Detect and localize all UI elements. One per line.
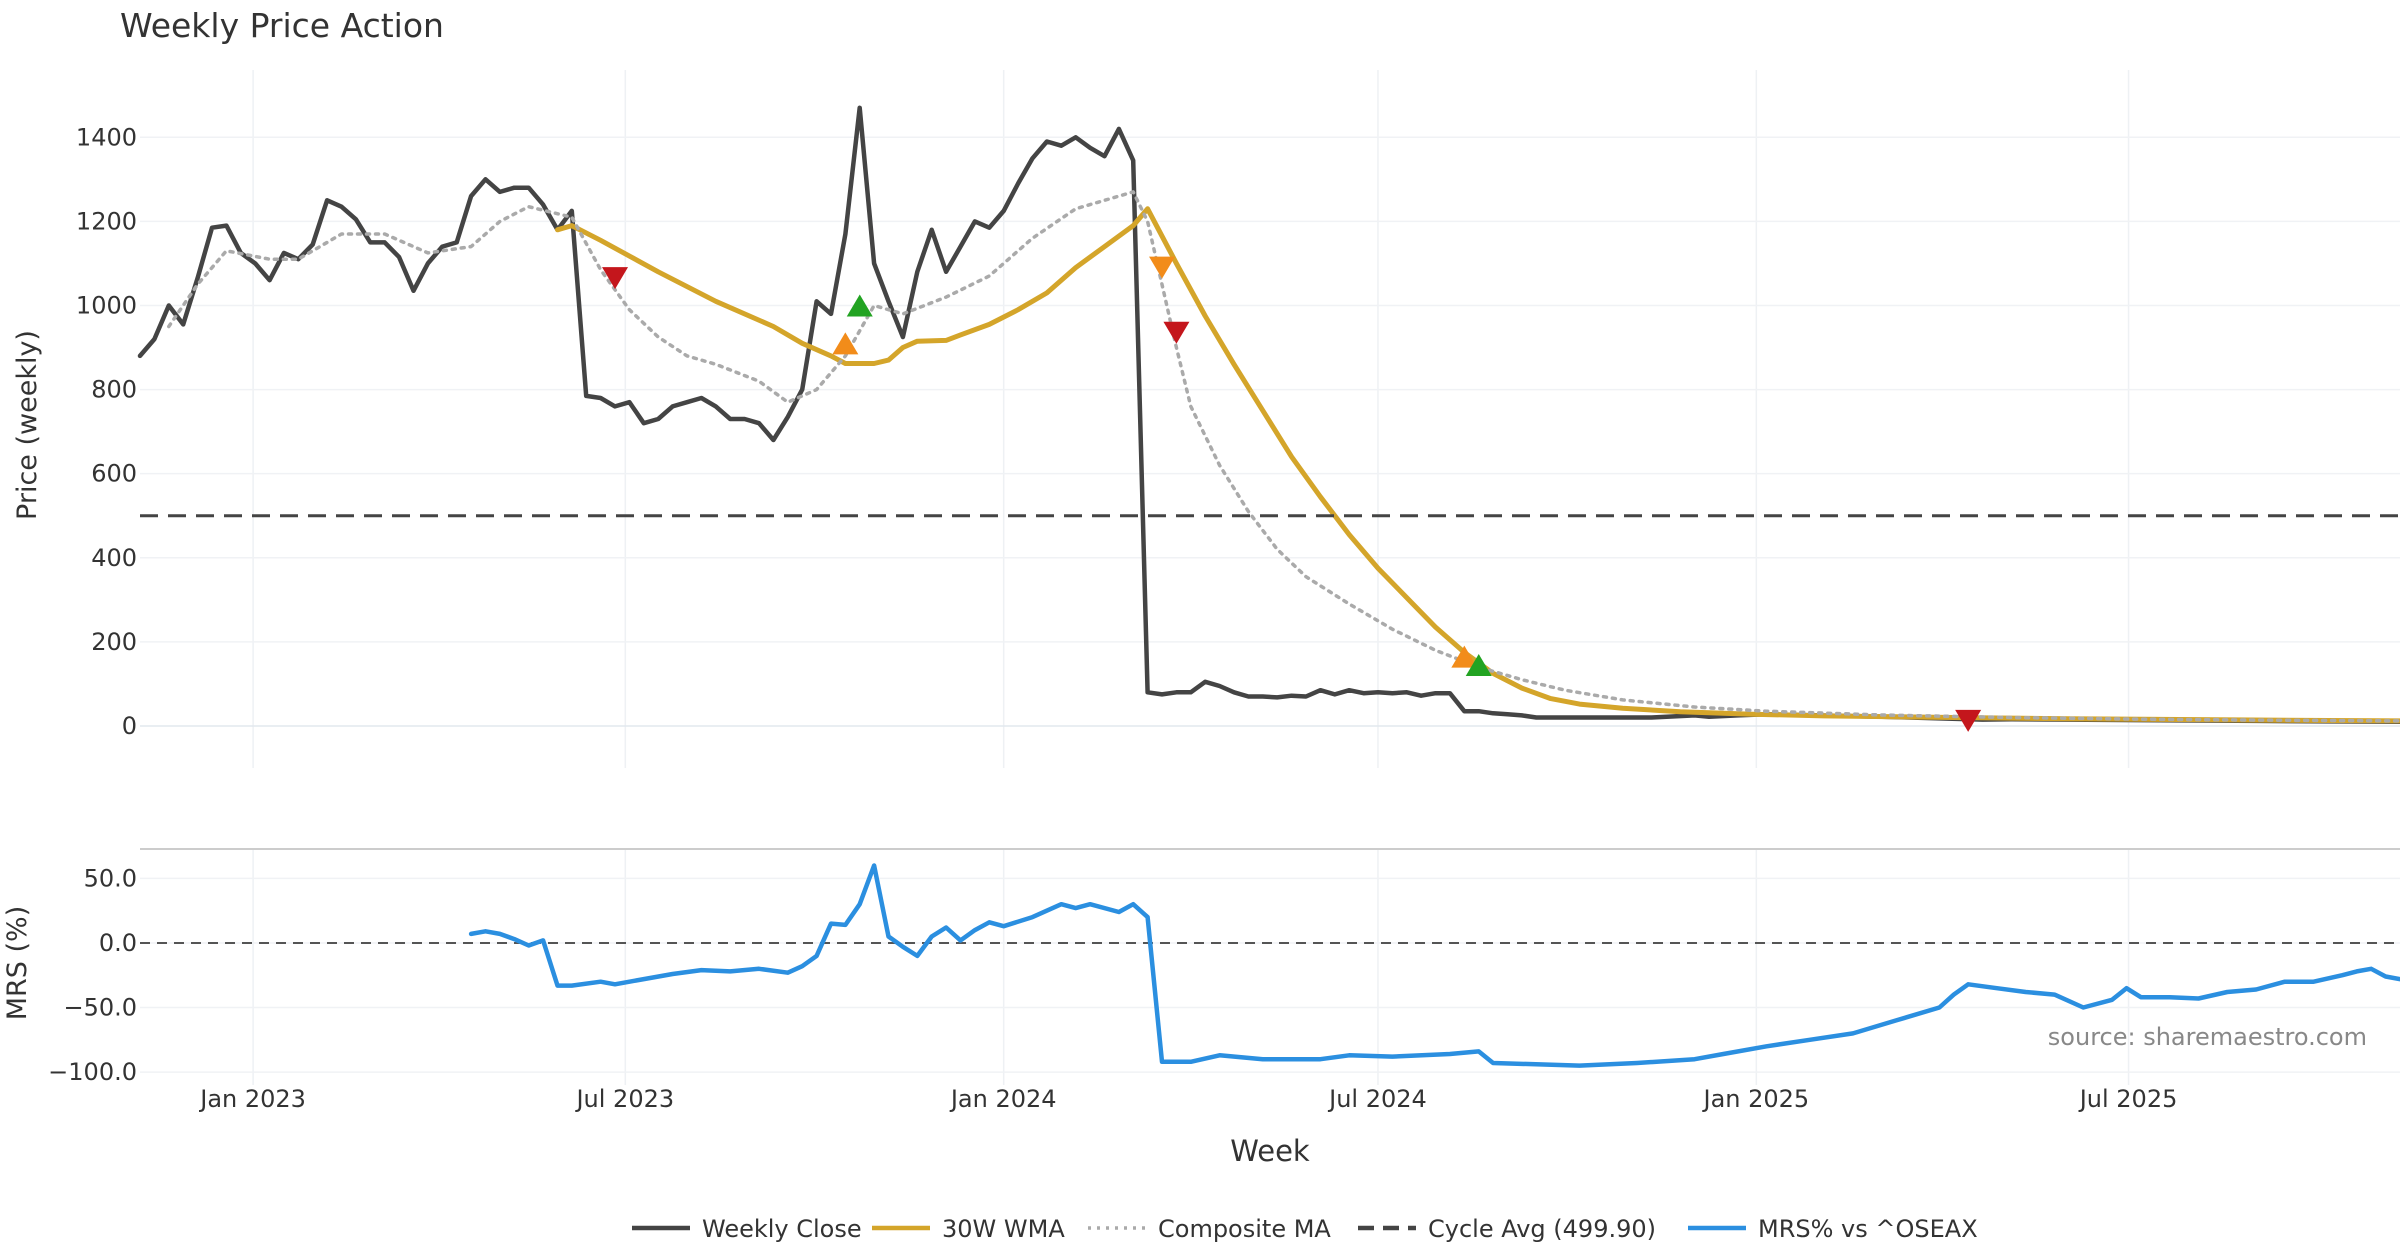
price-y-axis-label: Price (weekly) bbox=[12, 330, 43, 520]
x-axis-ticks: Jan 2023 Jul 2023 Jan 2024 Jul 2024 Jan 2025… bbox=[198, 1085, 2177, 1113]
legend-label: Cycle Avg (499.90) bbox=[1428, 1215, 1656, 1243]
mrs-y-ticks: −100.0 −50.0 0.0 50.0 bbox=[48, 864, 137, 1086]
price-y-tick-label: 800 bbox=[91, 376, 137, 404]
legend-item: Weekly Close bbox=[632, 1215, 862, 1243]
series-mrs-line bbox=[468, 863, 2400, 1068]
legend: Weekly Close 30W WMA Composite MA Cycle Avg… bbox=[632, 1215, 1978, 1243]
legend-item: Cycle Avg (499.90) bbox=[1358, 1215, 1656, 1243]
price-y-tick-label: 1400 bbox=[76, 123, 137, 151]
mrs-y-tick-label: −100.0 bbox=[48, 1058, 137, 1086]
legend-label: Weekly Close bbox=[702, 1215, 862, 1243]
signal-marker-up bbox=[1465, 653, 1492, 676]
mrs-y-tick-label: 50.0 bbox=[84, 864, 137, 892]
signal-marker-up bbox=[846, 294, 873, 317]
price-y-tick-label: 1200 bbox=[76, 207, 137, 235]
legend-item: Composite MA bbox=[1088, 1215, 1331, 1243]
price-y-tick-label: 1000 bbox=[76, 291, 137, 319]
x-tick-label: Jul 2025 bbox=[2078, 1085, 2178, 1113]
mrs-y-axis-label: MRS (%) bbox=[2, 906, 33, 1021]
legend-label: Composite MA bbox=[1158, 1215, 1331, 1243]
signal-marker-down bbox=[1955, 709, 1982, 732]
price-y-tick-label: 400 bbox=[91, 544, 137, 572]
legend-label: 30W WMA bbox=[942, 1215, 1065, 1243]
source-annotation: source: sharemaestro.com bbox=[2048, 1023, 2367, 1051]
signal-marker-up bbox=[832, 332, 859, 355]
signal-marker-down bbox=[1149, 256, 1176, 279]
chart-title: Weekly Price Action bbox=[120, 6, 444, 45]
legend-label: MRS% vs ^OSEAX bbox=[1758, 1215, 1978, 1243]
x-tick-label: Jan 2023 bbox=[198, 1085, 306, 1113]
series-weekly-close bbox=[137, 105, 2400, 724]
signal-marker-down bbox=[1163, 321, 1190, 344]
price-y-tick-label: 600 bbox=[91, 460, 137, 488]
legend-item: MRS% vs ^OSEAX bbox=[1688, 1215, 1978, 1243]
legend-item: 30W WMA bbox=[872, 1215, 1065, 1243]
signal-markers bbox=[602, 256, 1982, 732]
signal-marker-down bbox=[602, 267, 629, 290]
price-gridlines bbox=[140, 70, 2400, 768]
x-tick-label: Jan 2025 bbox=[1701, 1085, 1809, 1113]
mrs-series bbox=[140, 863, 2400, 1068]
price-series bbox=[137, 105, 2400, 724]
x-tick-label: Jan 2024 bbox=[949, 1085, 1057, 1113]
x-tick-label: Jul 2024 bbox=[1327, 1085, 1427, 1113]
mrs-y-tick-label: −50.0 bbox=[63, 994, 137, 1022]
series-composite-ma bbox=[167, 190, 2400, 723]
mrs-y-tick-label: 0.0 bbox=[99, 929, 137, 957]
x-tick-label: Jul 2023 bbox=[574, 1085, 674, 1113]
mrs-gridlines bbox=[140, 850, 2400, 1085]
series-30w-wma bbox=[555, 206, 2400, 724]
price-y-tick-label: 200 bbox=[91, 628, 137, 656]
x-axis-label: Week bbox=[1230, 1134, 1310, 1168]
price-y-ticks: 0 200 400 600 800 1000 1200 1400 bbox=[76, 123, 137, 740]
signal-marker-up bbox=[1451, 645, 1478, 668]
price-y-tick-label: 0 bbox=[122, 712, 137, 740]
